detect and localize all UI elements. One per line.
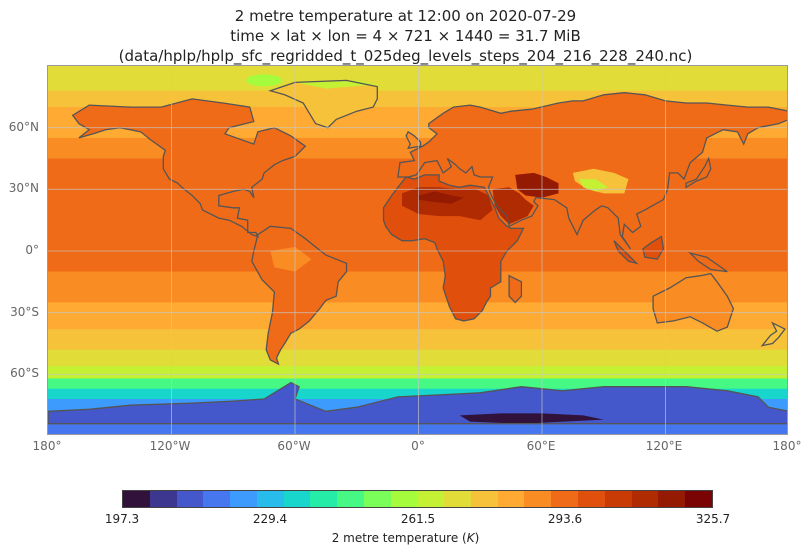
temperature-band xyxy=(48,378,787,390)
antarctica-deep-cold-fill xyxy=(459,413,604,424)
temperature-map xyxy=(47,65,788,435)
colorbar-label-prefix: 2 metre temperature ( xyxy=(331,531,467,545)
uk-fill xyxy=(406,131,421,149)
lon-tick-60w: 60°W xyxy=(277,439,311,453)
arctic-cold-spot xyxy=(246,74,283,87)
colorbar-segment xyxy=(283,491,311,507)
africa-coastline xyxy=(382,174,525,322)
colorbar-segment xyxy=(497,491,525,507)
colorbar-tick-2: 261.5 xyxy=(400,512,436,526)
north-america-coastline xyxy=(71,98,307,238)
lat-tick-30s: 30°S xyxy=(10,305,39,319)
colorbar-label-unit: K xyxy=(466,531,475,545)
temperature-band xyxy=(48,349,787,367)
colorbar-segment xyxy=(551,491,579,507)
colorbar-label-suffix: ) xyxy=(474,531,480,545)
title-line-1: 2 metre temperature at 12:00 on 2020-07-… xyxy=(234,7,577,25)
colorbar-segment xyxy=(685,491,712,507)
madagascar-coastline xyxy=(508,274,523,304)
colorbar-segment xyxy=(524,491,552,507)
lon-tick-120w: 120°W xyxy=(149,439,191,453)
colorbar-segment xyxy=(203,491,231,507)
lat-tick-60n: 60°N xyxy=(8,120,39,134)
greenland-coastline xyxy=(268,79,378,129)
lon-tick-180e: 180° xyxy=(772,439,802,453)
new-guinea-fill xyxy=(690,253,728,272)
new-zealand-coastline xyxy=(760,321,786,347)
japan-fill xyxy=(686,158,711,188)
iran-hot-fill xyxy=(515,172,559,198)
colorbar-segment xyxy=(631,491,659,507)
colorbar-tick-4: 325.7 xyxy=(695,512,731,526)
temperature-band xyxy=(48,366,787,379)
title-line-3: (data/hplp/hplp_sfc_regridded_t_025deg_l… xyxy=(118,47,693,65)
colorbar-tick-1: 229.4 xyxy=(252,512,288,526)
madagascar-fill xyxy=(509,275,522,303)
map-title: 2 metre temperature at 12:00 on 2020-07-… xyxy=(0,6,811,66)
japan-coastline xyxy=(685,156,712,189)
arabia-hot-fill xyxy=(492,187,534,225)
lon-tick-60e: 60°E xyxy=(526,439,556,453)
colorbar-label: 2 metre temperature (K) xyxy=(0,531,811,545)
colorbar-segment xyxy=(256,491,284,507)
sumatra-coastline xyxy=(613,240,639,265)
amazon-cool-fill xyxy=(270,246,312,272)
lat-tick-60s: 60°S xyxy=(10,366,39,380)
new-zealand-fill xyxy=(762,322,785,346)
temperature-map-canvas xyxy=(48,66,787,434)
colorbar xyxy=(122,490,713,508)
colorbar-segment xyxy=(230,491,257,507)
lon-tick-0: 0° xyxy=(411,439,425,453)
colorbar-segment xyxy=(390,491,418,507)
borneo-coastline xyxy=(642,235,665,260)
arctic-cap xyxy=(48,66,787,75)
lon-tick-180w: 180° xyxy=(32,439,62,453)
borneo-fill xyxy=(642,236,664,260)
colorbar-segment xyxy=(470,491,498,507)
temperature-band xyxy=(48,388,787,400)
lat-tick-0: 0° xyxy=(25,243,39,257)
colorbar-segment xyxy=(363,491,391,507)
lon-tick-120e: 120°E xyxy=(645,439,683,453)
graticule xyxy=(48,66,787,434)
colorbar-segment xyxy=(604,491,632,507)
colorbar-segment xyxy=(310,491,338,507)
colorbar-tick-0: 197.3 xyxy=(104,512,140,526)
colorbar-segment xyxy=(176,491,204,507)
temperature-band xyxy=(48,329,787,351)
sahara-hottest-fill xyxy=(418,191,464,204)
colorbar-segment xyxy=(123,491,150,507)
colorbar-segment xyxy=(337,491,364,507)
new-guinea-coastline xyxy=(688,251,728,273)
greenland-fill xyxy=(270,80,378,128)
colorbar-segment xyxy=(417,491,445,507)
australia-fill xyxy=(653,273,734,332)
colorbar-segment xyxy=(149,491,177,507)
colorbar-segment xyxy=(444,491,471,507)
north-america-fill xyxy=(72,98,306,237)
lat-tick-30n: 30°N xyxy=(8,181,39,195)
uk-coastline xyxy=(405,130,422,150)
land-temperature-overlay xyxy=(48,66,787,424)
title-line-2: time × lat × lon = 4 × 721 × 1440 = 31.7… xyxy=(230,27,581,45)
colorbar-segment xyxy=(578,491,605,507)
colorbar-tick-3: 293.6 xyxy=(547,512,583,526)
antarctica-fill xyxy=(48,382,787,424)
himalaya-cold-fill xyxy=(579,179,608,192)
colorbar-segment xyxy=(658,491,686,507)
